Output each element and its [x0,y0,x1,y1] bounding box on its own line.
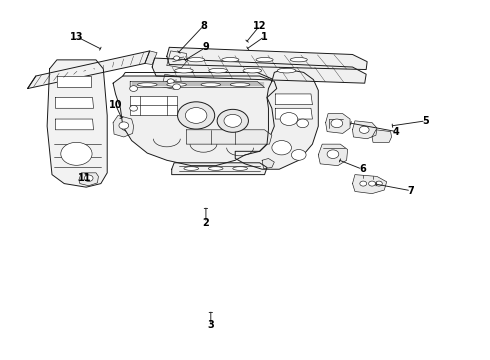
Polygon shape [113,76,277,166]
Polygon shape [235,69,318,169]
Polygon shape [145,51,157,64]
Text: 4: 4 [393,127,400,136]
Polygon shape [318,144,347,166]
Circle shape [280,113,298,126]
Polygon shape [326,114,350,134]
Polygon shape [47,60,107,187]
Polygon shape [57,76,91,87]
Circle shape [119,122,129,129]
Circle shape [224,114,242,127]
Polygon shape [55,98,94,108]
Circle shape [360,181,367,186]
Polygon shape [130,96,176,116]
Polygon shape [79,173,98,186]
Ellipse shape [201,83,220,86]
Polygon shape [167,51,187,68]
Polygon shape [162,74,181,89]
Circle shape [61,142,92,165]
Ellipse shape [184,167,198,170]
Circle shape [130,86,138,91]
Circle shape [217,109,248,132]
Polygon shape [55,119,94,130]
Ellipse shape [208,167,223,170]
Text: 8: 8 [200,21,207,31]
Polygon shape [27,51,150,89]
Polygon shape [372,130,392,142]
Text: 2: 2 [202,218,209,228]
Circle shape [173,56,179,60]
Text: 5: 5 [422,116,429,126]
Ellipse shape [277,68,296,73]
Ellipse shape [290,58,307,62]
Circle shape [172,84,180,90]
Circle shape [130,105,138,111]
Ellipse shape [188,58,205,62]
Circle shape [185,108,207,123]
Text: 3: 3 [207,320,214,330]
Circle shape [327,150,339,158]
Text: 10: 10 [109,100,122,110]
Polygon shape [130,81,265,87]
Ellipse shape [138,83,157,86]
Ellipse shape [209,68,227,73]
Text: 1: 1 [261,32,268,41]
Polygon shape [262,158,274,168]
Circle shape [292,149,306,160]
Ellipse shape [256,58,273,62]
Ellipse shape [233,167,247,170]
Ellipse shape [243,68,262,73]
Text: 6: 6 [359,164,366,174]
Text: 9: 9 [202,42,209,52]
Polygon shape [186,130,272,144]
Circle shape [297,119,309,128]
Polygon shape [152,58,366,83]
Text: 11: 11 [78,173,92,183]
Circle shape [84,175,93,181]
Text: 13: 13 [70,32,83,41]
Circle shape [272,140,292,155]
Text: 7: 7 [408,186,415,196]
Ellipse shape [174,68,193,73]
Text: 12: 12 [253,21,267,31]
Polygon shape [167,47,367,69]
Circle shape [359,126,369,134]
Circle shape [167,79,174,84]
Polygon shape [352,121,377,139]
Ellipse shape [230,83,250,86]
Polygon shape [113,116,134,137]
Ellipse shape [167,83,186,86]
Circle shape [331,119,343,128]
Polygon shape [275,94,313,105]
Ellipse shape [222,58,239,62]
Polygon shape [352,175,387,194]
Polygon shape [172,163,267,175]
Circle shape [375,181,382,186]
Circle shape [368,181,375,186]
Polygon shape [275,108,313,119]
Circle shape [177,102,215,129]
